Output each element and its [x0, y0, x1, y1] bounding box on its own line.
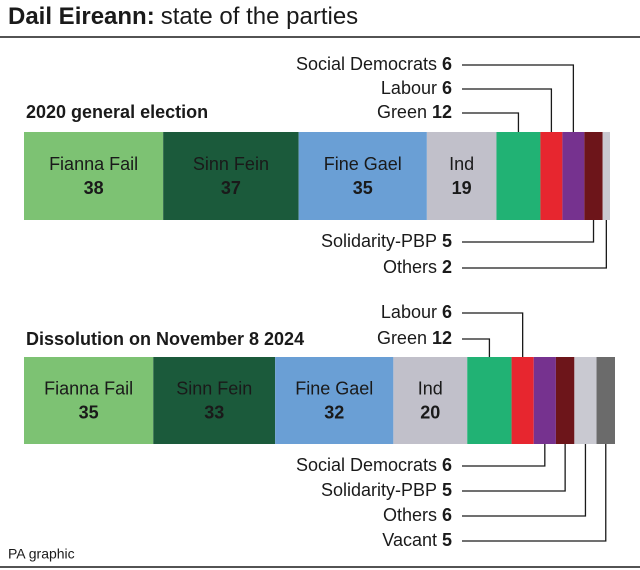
bar-segment: [275, 357, 394, 444]
value-label: 35: [79, 402, 99, 422]
callout-value: 6: [442, 54, 452, 74]
callout-label: Green 12: [377, 102, 452, 122]
segment-label: Sinn Fein: [176, 378, 252, 398]
leader-line: [462, 220, 607, 269]
bar-segment: [393, 357, 468, 444]
segment-label: Fine Gael: [324, 154, 402, 174]
callout-label: Social Democrats 6: [296, 54, 452, 74]
bar-segment: [584, 132, 603, 220]
callout-name: Others: [383, 257, 437, 277]
callout-label: Social Democrats 6: [296, 455, 452, 475]
bar-segment: [426, 132, 497, 220]
title-rest: state of the parties: [161, 3, 358, 30]
bar-segment: [533, 357, 556, 444]
bar-segment: [298, 132, 427, 220]
callout-name: Solidarity-PBP: [321, 480, 437, 500]
title-bold: Dail Eireann:: [8, 3, 155, 30]
callout-name: Solidarity-PBP: [321, 231, 437, 251]
callout-name: Green: [377, 102, 427, 122]
callout-name: Social Democrats: [296, 455, 437, 475]
bar-segment: [596, 357, 615, 444]
callout-label: Labour 6: [381, 302, 452, 322]
bar-segment: [496, 132, 541, 220]
bar-segment: [24, 132, 164, 220]
leader-line: [462, 64, 575, 132]
callout-value: 6: [442, 302, 452, 322]
segment-label: Fianna Fail: [49, 154, 138, 174]
leader-line: [462, 220, 595, 243]
callout-label: Others 2: [383, 257, 452, 277]
callout-value: 6: [442, 78, 452, 98]
callout-value: 12: [432, 102, 452, 122]
bar-segment: [511, 357, 534, 444]
bar-segment: [562, 132, 585, 220]
callout-value: 12: [432, 328, 452, 348]
bar-segment: [153, 357, 276, 444]
leader-line: [462, 444, 587, 517]
callout-label: Vacant 5: [382, 530, 452, 550]
value-label: 35: [353, 178, 373, 198]
leader-line: [462, 444, 607, 542]
callout-name: Others: [383, 505, 437, 525]
callout-name: Labour: [381, 302, 437, 322]
leader-line: [462, 444, 546, 467]
callout-value: 5: [442, 530, 452, 550]
callout-value: 2: [442, 257, 452, 277]
leader-line: [462, 444, 566, 492]
bar-title: 2020 general election: [26, 102, 208, 122]
segment-label: Sinn Fein: [193, 154, 269, 174]
callout-name: Vacant: [382, 530, 437, 550]
leader-line: [462, 338, 491, 357]
value-label: 20: [420, 402, 440, 422]
page-title: Dail Eireann: state of the parties: [8, 3, 358, 30]
value-label: 37: [221, 178, 241, 198]
callout-value: 6: [442, 455, 452, 475]
bar-segment: [540, 132, 563, 220]
bar-segment: [602, 132, 610, 220]
bar-segment: [574, 357, 597, 444]
callout-label: Others 6: [383, 505, 452, 525]
bar-segment: [467, 357, 512, 444]
source: PA graphic: [8, 546, 75, 562]
callout-name: Social Democrats: [296, 54, 437, 74]
callout-label: Solidarity-PBP 5: [321, 231, 452, 251]
bar-segment: [163, 132, 299, 220]
leader-line: [462, 312, 524, 357]
segment-label: Fine Gael: [295, 378, 373, 398]
segment-label: Fianna Fail: [44, 378, 133, 398]
leader-line: [462, 88, 553, 132]
callout-value: 5: [442, 231, 452, 251]
value-label: 33: [204, 402, 224, 422]
bar-segment: [555, 357, 575, 444]
callout-label: Labour 6: [381, 78, 452, 98]
callout-value: 6: [442, 505, 452, 525]
callout-value: 5: [442, 480, 452, 500]
segment-label: Ind: [449, 154, 474, 174]
value-label: 32: [324, 402, 344, 422]
bar-title: Dissolution on November 8 2024: [26, 329, 304, 349]
value-label: 38: [84, 178, 104, 198]
callout-label: Green 12: [377, 328, 452, 348]
value-label: 19: [452, 178, 472, 198]
callout-name: Labour: [381, 78, 437, 98]
bar-segment: [24, 357, 154, 444]
callout-label: Solidarity-PBP 5: [321, 480, 452, 500]
callout-name: Green: [377, 328, 427, 348]
segment-label: Ind: [418, 378, 443, 398]
leader-line: [462, 112, 520, 132]
